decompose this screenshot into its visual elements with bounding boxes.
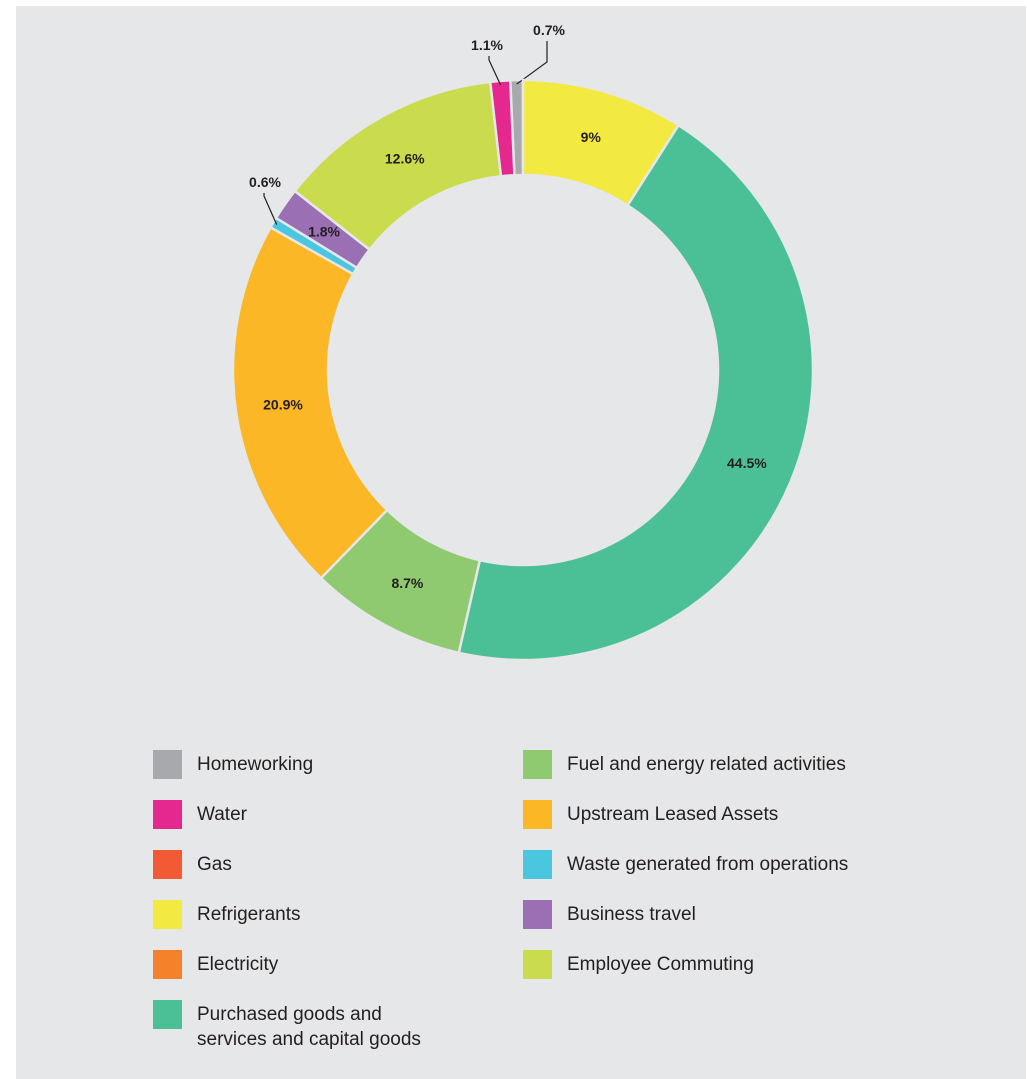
donut-chart: 0.7% 9% 44.5% 8.7% 20.9% 0.6% 1.8% 12.6% 1.1% (231, 22, 815, 662)
donut-slice (231, 225, 389, 580)
slice-label: 9% (581, 129, 602, 145)
slice-label: 0.7% (533, 22, 565, 38)
callout-line (263, 193, 278, 225)
slice-label: 20.9% (263, 397, 303, 413)
callout-line (488, 56, 502, 86)
slice-label: 44.5% (727, 455, 767, 471)
slice-label: 8.7% (391, 575, 423, 591)
slice-label: 12.6% (385, 150, 425, 166)
donut-slice (488, 78, 516, 178)
chart-panel (16, 6, 1026, 1079)
slice-label: 1.8% (308, 223, 340, 239)
callout-line (516, 41, 548, 85)
donut-slice (457, 123, 815, 662)
slice-label: 0.6% (249, 174, 281, 190)
slice-label: 1.1% (471, 37, 503, 53)
